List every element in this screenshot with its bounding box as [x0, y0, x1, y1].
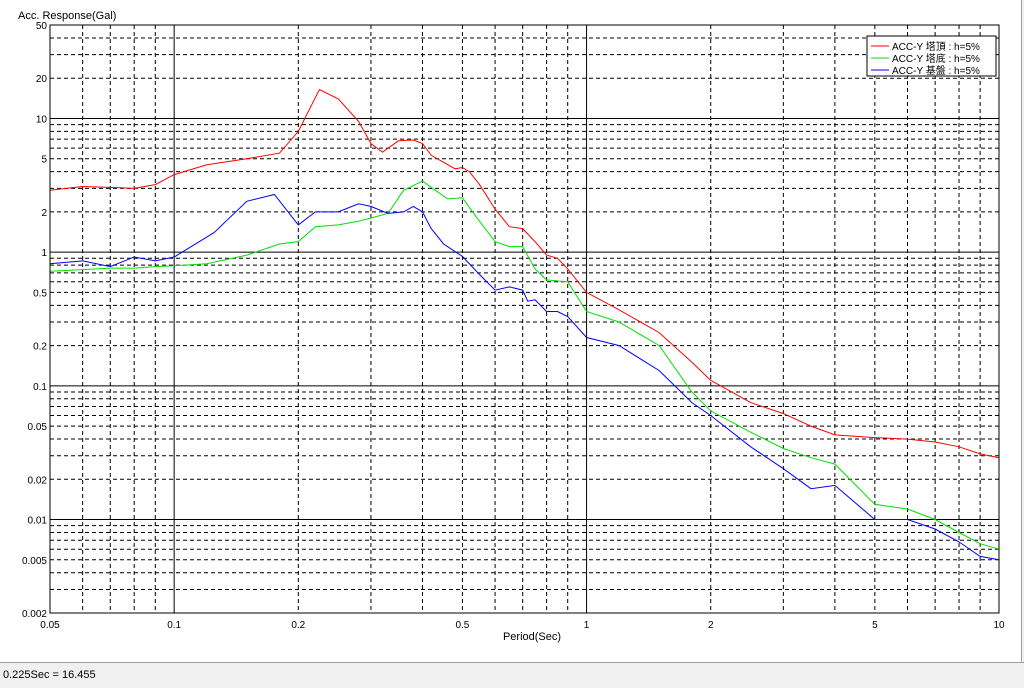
- y-tick-label: 2: [41, 208, 47, 219]
- y-tick-label: 0.1: [33, 382, 47, 393]
- y-tick-label: 50: [36, 21, 48, 32]
- window-border: [1021, 0, 1024, 662]
- series-line-3: [49, 193, 1000, 561]
- x-tick-label: 0.5: [455, 620, 469, 631]
- legend: ACC-Y 塔頂 : h=5%ACC-Y 塔底 : h=5%ACC-Y 基盤 :…: [866, 35, 997, 77]
- y-axis-title: Acc. Response(Gal): [18, 10, 116, 22]
- legend-label: ACC-Y 基盤 : h=5%: [892, 64, 980, 77]
- y-tick-label: 0.01: [28, 516, 48, 527]
- status-bar: 0.225Sec = 16.455: [0, 662, 1024, 688]
- series-line-2: [49, 180, 1000, 550]
- y-tick-label: 0.2: [33, 342, 47, 353]
- grid-layer: [49, 24, 1000, 614]
- x-tick-labels: 0.05 0.1 0.2 0.5 1 2 5 10: [40, 620, 1005, 631]
- status-readout: 0.225Sec = 16.455: [3, 669, 96, 681]
- y-tick-label: 0.02: [28, 475, 48, 486]
- x-tick-label: 2: [708, 620, 714, 631]
- x-tick-label: 0.05: [40, 620, 60, 631]
- y-tick-label: 0.05: [28, 422, 48, 433]
- x-tick-label: 5: [872, 620, 878, 631]
- y-tick-label: 0.002: [22, 609, 47, 620]
- legend-label: ACC-Y 塔頂 : h=5%: [892, 40, 980, 53]
- y-tick-label: 1: [41, 248, 47, 259]
- x-axis-title: Period(Sec): [503, 631, 561, 643]
- x-tick-label: 0.2: [291, 620, 305, 631]
- x-tick-label: 10: [993, 620, 1005, 631]
- series-layer: [49, 88, 1000, 561]
- plot-frame: [49, 24, 1000, 614]
- chart-area: Acc. Response(Gal) 0.002 0.005 0.01 0.02 0.0…: [0, 0, 1024, 662]
- y-tick-label: 20: [36, 74, 48, 85]
- series-line-1: [49, 88, 1000, 459]
- y-tick-label: 0.005: [22, 556, 47, 567]
- x-tick-label: 1: [584, 620, 590, 631]
- response-spectrum-chart[interactable]: Acc. Response(Gal) 0.0020.0050.010.020.0…: [0, 0, 1024, 662]
- x-tick-label: 0.1: [167, 620, 181, 631]
- legend-label: ACC-Y 塔底 : h=5%: [892, 52, 980, 65]
- y-tick-label: 5: [41, 155, 47, 166]
- y-tick-labels: 0.002 0.005 0.01 0.02 0.05 0.1 0.2 0.5 1 2 5 10 20 50: [22, 21, 47, 620]
- legend-box: [866, 35, 997, 77]
- y-tick-label: 0.5: [33, 288, 47, 299]
- y-tick-label: 10: [36, 114, 48, 125]
